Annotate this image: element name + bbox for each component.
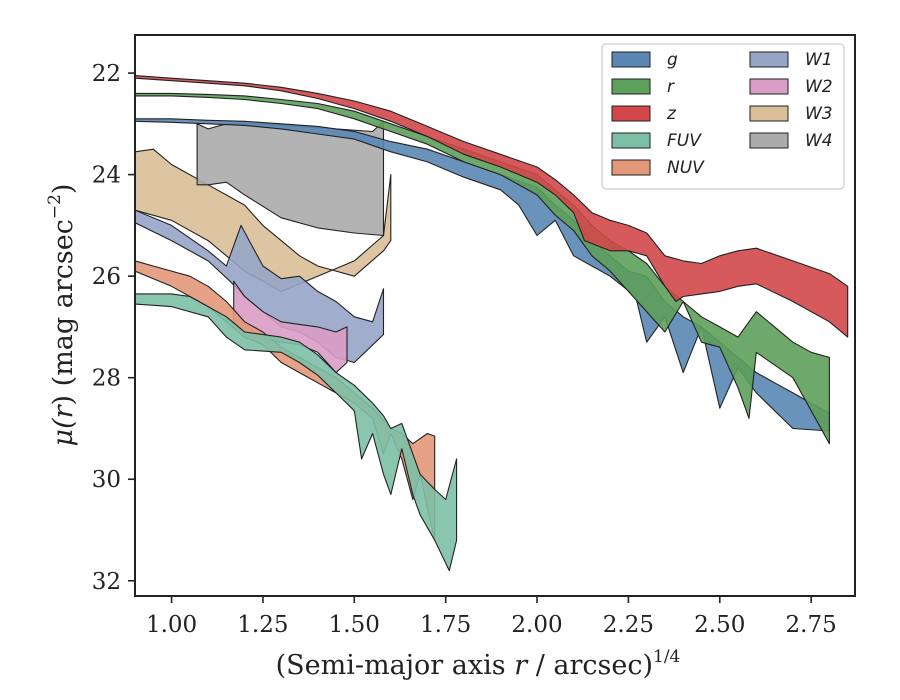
legend-label-z: z xyxy=(666,104,677,124)
legend-swatch-w3 xyxy=(749,105,789,122)
x-tick-label: 2.00 xyxy=(511,612,562,638)
x-tick-label: 2.25 xyxy=(603,612,654,638)
y-axis-label-close: ) xyxy=(48,184,79,195)
y-axis-ticks: 22 24 26 28 30 32 xyxy=(92,61,135,595)
legend-swatch-fuv xyxy=(611,132,651,149)
profile-bands xyxy=(135,75,849,572)
legend-swatch-z xyxy=(611,105,651,122)
legend-label-g: g xyxy=(667,50,678,70)
y-axis-label-exp: −2 xyxy=(45,194,65,219)
y-axis-label-pre: μ( xyxy=(48,417,79,447)
x-axis-ticks: 1.00 1.25 1.50 1.75 2.00 2.25 2.50 2.75 xyxy=(146,596,837,638)
legend-label-w3: W3 xyxy=(805,104,833,124)
legend-swatch-w1 xyxy=(749,51,789,68)
x-tick-label: 2.75 xyxy=(786,612,837,638)
y-axis-label-var: r xyxy=(48,403,79,418)
x-tick-label: 1.50 xyxy=(329,612,380,638)
x-axis-label-main: (Semi-major axis xyxy=(276,650,515,681)
band-z xyxy=(135,75,849,338)
x-tick-label: 1.00 xyxy=(146,612,197,638)
legend-label-w4: W4 xyxy=(805,131,833,151)
y-tick-label: 30 xyxy=(92,467,121,493)
y-tick-label: 32 xyxy=(92,569,121,595)
x-axis-label-exp: 1/4 xyxy=(653,647,680,667)
legend-swatch-w4 xyxy=(749,132,789,149)
band-fuv xyxy=(135,293,458,572)
band-w1 xyxy=(135,209,385,364)
x-tick-label: 1.25 xyxy=(237,612,288,638)
y-tick-label: 26 xyxy=(92,264,121,290)
y-tick-label: 28 xyxy=(92,366,121,392)
x-axis-label-tail: / arcsec) xyxy=(527,650,653,681)
legend-swatch-nuv xyxy=(611,159,651,176)
legend-swatch-r xyxy=(611,78,651,95)
legend-label-w1: W1 xyxy=(805,50,833,70)
y-axis-label: μ(r) (mag arcsec−2) xyxy=(45,184,79,447)
legend-swatch-g xyxy=(611,51,651,68)
y-axis-label-post: ) (mag arcsec xyxy=(48,219,79,405)
x-axis-label-var: r xyxy=(514,650,529,681)
legend-label-w2: W2 xyxy=(805,77,833,97)
plot-frame xyxy=(134,34,856,597)
x-tick-label: 1.75 xyxy=(420,612,471,638)
legend-label-nuv: NUV xyxy=(667,158,705,178)
x-axis-label: (Semi-major axis r / arcsec)1/4 xyxy=(276,647,681,681)
legend-label-fuv: FUV xyxy=(667,131,702,151)
x-tick-label: 2.50 xyxy=(694,612,745,638)
legend-swatch-w2 xyxy=(749,78,789,95)
y-tick-label: 24 xyxy=(92,163,121,189)
y-tick-label: 22 xyxy=(92,61,121,87)
legend-label-r: r xyxy=(667,77,675,97)
legend: grz FUV NUV W1 W2 W3 W4 xyxy=(601,43,845,190)
